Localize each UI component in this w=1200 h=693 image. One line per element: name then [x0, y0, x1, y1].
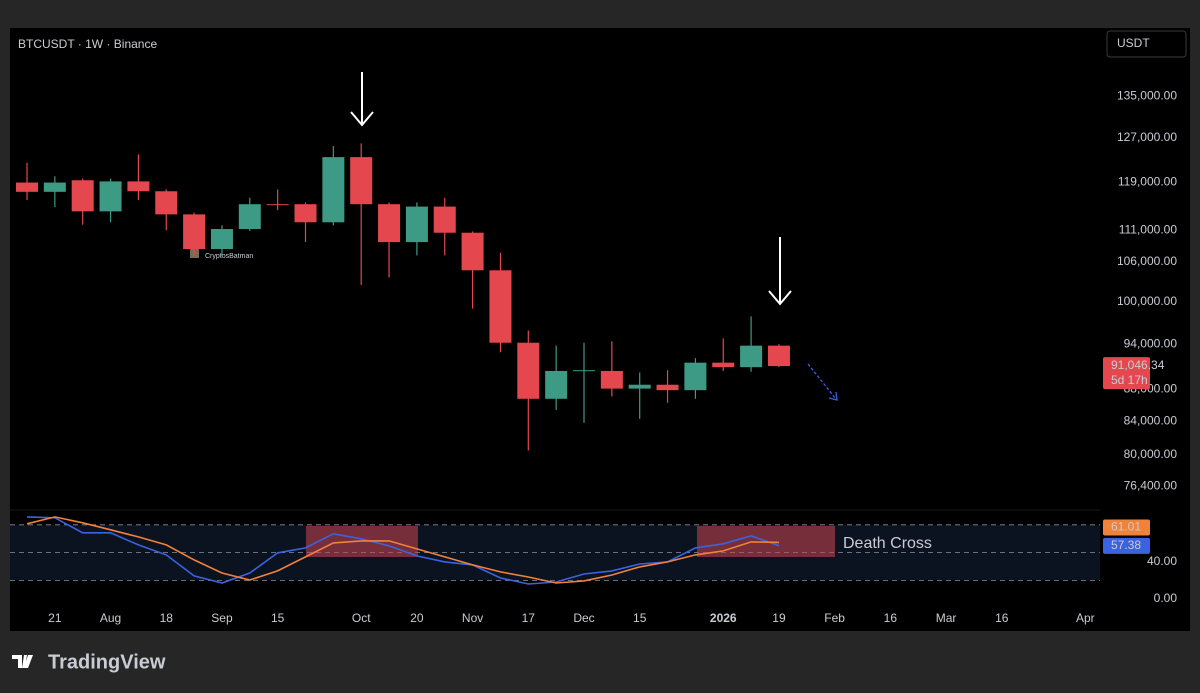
x-tick-label: 2026 [710, 611, 737, 625]
x-tick-label: 18 [160, 611, 174, 625]
x-tick-label: 15 [271, 611, 285, 625]
y-tick-label: 100,000.00 [1117, 294, 1177, 308]
arrow-annotation [350, 72, 792, 306]
y-tick-label: 84,000.00 [1124, 413, 1178, 427]
candle-body [517, 342, 540, 399]
last-value-label: 61.01 [1111, 520, 1141, 534]
y-tick-label: 135,000.00 [1117, 88, 1177, 102]
x-tick-label: 16 [884, 611, 898, 625]
x-tick-label: Aug [100, 611, 121, 625]
brand-logo [12, 655, 33, 668]
candle-body [433, 206, 456, 233]
candle-body [378, 204, 401, 243]
y-tick-label: 80,000.00 [1124, 447, 1178, 461]
candle-body [127, 181, 150, 192]
x-tick-label: Mar [936, 611, 957, 625]
candle-body [99, 181, 122, 212]
y-tick-label: 111,000.00 [1119, 222, 1178, 236]
candle-body [656, 384, 679, 391]
x-tick-label: Sep [211, 611, 233, 625]
brand-name: TradingView [48, 651, 166, 673]
chart-title: BTCUSDT · 1W · Binance [18, 37, 157, 51]
x-tick-label: 15 [633, 611, 647, 625]
candle-body [489, 270, 512, 343]
x-tick-label: 17 [522, 611, 536, 625]
countdown: 5d 17h [1111, 373, 1148, 387]
x-tick-label: 19 [772, 611, 786, 625]
brand: TradingView [12, 651, 166, 673]
y-tick-label: 106,000.00 [1117, 254, 1177, 268]
y-tick-label: 94,000.00 [1124, 336, 1178, 350]
y-tick-label: 0.00 [1154, 591, 1178, 605]
y-tick-label: 119,000.00 [1118, 175, 1177, 189]
x-tick-label: 16 [995, 611, 1009, 625]
price-label: 91,046.34 [1111, 358, 1165, 372]
x-tick-label: Apr [1076, 611, 1095, 625]
candle-body [600, 370, 623, 389]
candle-body [210, 229, 233, 250]
y-tick-label: 127,000.00 [1117, 130, 1177, 144]
x-tick-label: Dec [573, 611, 594, 625]
x-tick-label: 21 [48, 611, 62, 625]
x-tick-label: 20 [410, 611, 424, 625]
candle-body [322, 157, 345, 223]
candle-body [43, 182, 66, 192]
candle-body [684, 362, 707, 391]
candle-body [712, 362, 735, 368]
indicator-line [26, 516, 780, 585]
currency-box[interactable] [1106, 30, 1187, 58]
candle-body [71, 180, 94, 212]
last-value-box [1103, 519, 1150, 536]
candle-body [294, 204, 317, 223]
candle-body [740, 345, 763, 368]
y-tick-label: 76,400.00 [1124, 478, 1178, 492]
annotation: Death Cross [843, 535, 932, 552]
trend-arrow [807, 363, 838, 401]
candle-body [266, 204, 289, 206]
currency[interactable]: USDT [1117, 36, 1150, 50]
x-tick-label: Nov [462, 611, 483, 625]
price-label-box [1103, 357, 1150, 390]
last-value-box [1103, 537, 1150, 554]
candle-body [350, 157, 373, 205]
candle-body [573, 370, 595, 372]
candle-body [405, 206, 428, 243]
last-value-label: 57.38 [1111, 538, 1141, 552]
y-tick-label: 40.00 [1147, 554, 1177, 568]
candle-body [461, 232, 484, 271]
x-tick-label: Oct [352, 611, 371, 625]
x-tick-label: Feb [824, 611, 845, 625]
indicator-line [26, 516, 780, 584]
candle-body [628, 384, 651, 389]
watermark-text: CryptosBatman [205, 253, 253, 260]
candle-body [183, 214, 206, 250]
candle-body [155, 191, 178, 215]
candle-body [238, 204, 261, 230]
candle-body [16, 182, 38, 192]
candle-body [767, 345, 790, 367]
candle-body [545, 370, 568, 399]
